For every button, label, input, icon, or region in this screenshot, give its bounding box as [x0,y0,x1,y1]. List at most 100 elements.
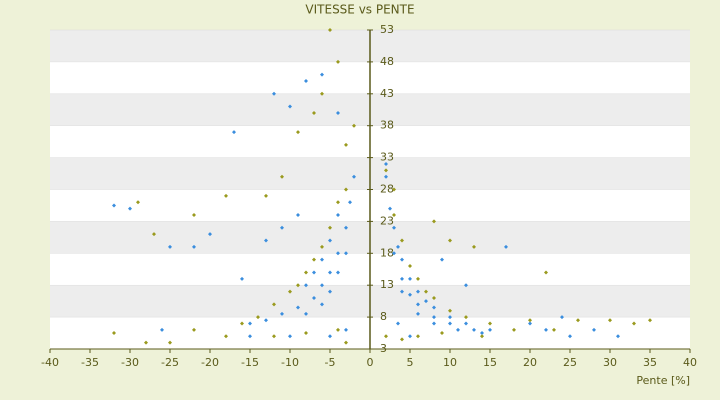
point [240,276,244,281]
point [248,334,252,339]
point [168,340,172,345]
point [320,283,324,288]
y-tick-label: 8 [380,310,387,323]
point [296,305,300,310]
point [608,318,612,323]
point [336,327,340,332]
point [336,251,340,256]
point [348,200,352,205]
point [288,334,292,339]
point [432,295,436,300]
point [392,251,396,256]
point [408,276,412,281]
point [312,270,316,275]
point [248,321,252,326]
point [280,174,284,179]
point [112,203,116,208]
point [328,334,332,339]
point [336,200,340,205]
point [168,244,172,249]
point [272,302,276,307]
point [304,331,308,336]
x-tick-label: 35 [643,356,657,369]
point [544,270,548,275]
point [272,334,276,339]
point [384,161,388,166]
point [464,315,468,320]
point [560,315,564,320]
point [440,257,444,262]
point [396,321,400,326]
point [304,311,308,316]
point [304,79,308,84]
point [240,321,244,326]
point [320,72,324,77]
point [472,244,476,249]
point [416,334,420,339]
point [424,299,428,304]
point [304,270,308,275]
y-tick-label: 38 [380,119,394,132]
point [320,302,324,307]
point [312,110,316,115]
x-tick-label: -5 [325,356,336,369]
point [384,174,388,179]
x-tick-label: -25 [161,356,179,369]
point [336,270,340,275]
point [312,257,316,262]
point [280,225,284,230]
point [448,238,452,243]
point [208,232,212,237]
point [256,315,260,320]
point [336,59,340,64]
y-tick-label: 13 [380,278,394,291]
point [416,302,420,307]
x-tick-label: 40 [683,356,697,369]
point [408,264,412,269]
point [344,340,348,345]
point [480,331,484,336]
point [280,311,284,316]
point [224,334,228,339]
chart-title: VITESSE vs PENTE [305,3,414,17]
point [400,276,404,281]
point [264,318,268,323]
point [416,276,420,281]
point [128,206,132,211]
point [352,123,356,128]
point [328,28,332,32]
point [648,318,652,323]
point [424,289,428,294]
x-tick-label: 20 [523,356,537,369]
point [448,308,452,313]
point [344,142,348,147]
point [352,174,356,179]
point [544,327,548,332]
y-tick-label: 18 [380,246,394,259]
point [456,327,460,332]
point [320,257,324,262]
point [568,334,572,339]
point [312,295,316,300]
point [400,257,404,262]
point [576,318,580,323]
point [388,206,392,211]
point [136,200,140,205]
point [528,321,532,326]
point [192,213,196,218]
point [432,219,436,224]
x-tick-label: 25 [563,356,577,369]
point [528,318,532,323]
point [224,193,228,198]
point [344,225,348,230]
x-tick-label: -20 [201,356,219,369]
point [448,315,452,320]
point [192,244,196,249]
point [328,238,332,243]
point [160,327,164,332]
x-axis-label: Pente [%] [636,374,690,387]
point [552,327,556,332]
x-tick-label: 30 [603,356,617,369]
point [288,289,292,294]
